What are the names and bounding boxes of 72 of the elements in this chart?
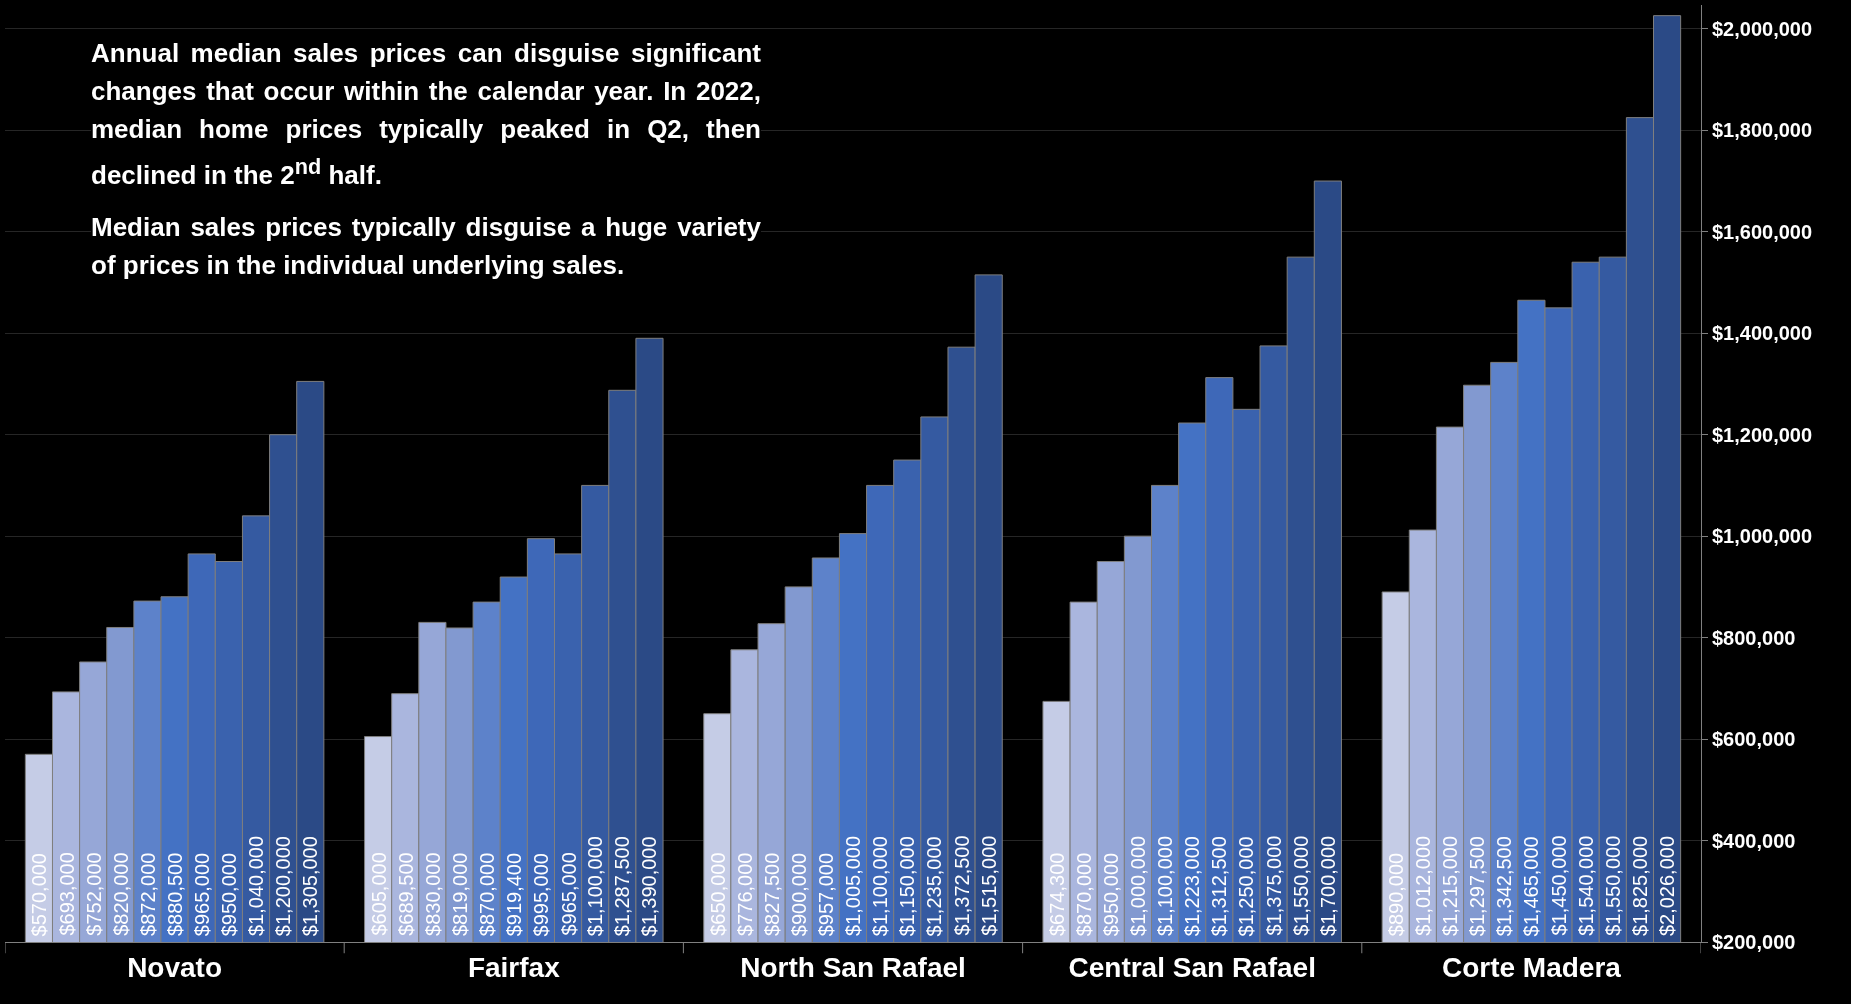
data-label: $1,305,000 (299, 836, 322, 937)
data-label: $1,825,000 (1628, 835, 1651, 936)
data-label: $752,000 (82, 852, 105, 936)
data-label: $1,390,000 (638, 836, 661, 937)
data-label: $1,235,000 (923, 836, 946, 937)
data-label: $1,375,000 (1262, 835, 1285, 936)
data-label: $827,500 (761, 852, 784, 937)
x-tick-label: Corte Madera (1441, 951, 1622, 983)
data-label: $1,372,500 (950, 835, 973, 936)
data-label: $890,000 (1385, 852, 1408, 937)
data-label: $570,000 (28, 853, 51, 937)
y-tick-label: $200,000 (1712, 931, 1796, 953)
data-label: $830,000 (421, 852, 444, 936)
data-label: $919,400 (503, 852, 526, 937)
data-label: $965,000 (191, 852, 214, 937)
data-label: $1,100,000 (1154, 835, 1177, 937)
y-tick-label: $400,000 (1712, 829, 1796, 852)
data-label: $1,465,000 (1520, 836, 1543, 937)
y-tick-label: $600,000 (1712, 728, 1796, 751)
data-label: $1,040,000 (245, 835, 268, 937)
data-label: $1,342,500 (1493, 836, 1516, 937)
data-label: $1,550,000 (1289, 835, 1312, 936)
y-tick-label: $1,600,000 (1712, 220, 1813, 243)
data-label: $1,000,000 (1126, 835, 1149, 936)
data-label: $674,300 (1046, 852, 1069, 937)
data-label: $965,000 (557, 852, 580, 936)
data-label: $1,515,000 (977, 835, 1000, 936)
data-label: $995,000 (530, 853, 553, 937)
x-tick-label: Novato (127, 951, 223, 983)
data-label: $1,287,500 (611, 836, 634, 937)
data-label: $650,000 (706, 852, 729, 936)
x-tick-label: Central San Rafael (1068, 951, 1316, 983)
y-tick-label: $1,800,000 (1712, 119, 1813, 142)
data-label: $1,550,000 (1601, 835, 1624, 936)
data-label: $693,000 (55, 852, 78, 936)
data-label: $820,000 (109, 852, 132, 936)
data-label: $1,297,500 (1466, 836, 1489, 937)
data-label: $776,000 (733, 852, 756, 936)
data-label: $1,540,000 (1574, 835, 1597, 936)
data-label: $870,000 (476, 852, 499, 937)
data-label: $1,450,000 (1547, 835, 1570, 936)
y-tick-label: $2,000,000 (1712, 17, 1813, 40)
data-label: $870,000 (1073, 852, 1096, 937)
data-label: $880,500 (164, 852, 187, 937)
y-tick-label: $1,400,000 (1712, 322, 1813, 345)
data-label: $605,000 (367, 852, 390, 936)
data-label: $689,500 (394, 852, 417, 936)
data-label: $950,000 (218, 852, 241, 937)
data-label: $1,100,000 (584, 836, 607, 937)
data-label: $1,250,000 (1235, 836, 1258, 937)
data-label: $950,000 (1100, 852, 1123, 937)
data-label: $1,150,000 (896, 836, 919, 937)
data-label: $900,000 (788, 852, 811, 937)
data-label: $872,000 (136, 852, 159, 936)
data-label: $1,312,500 (1208, 836, 1231, 937)
data-label: $1,700,000 (1316, 835, 1339, 936)
annotation: Annual median sales prices can disguise significant changes that occur within the calendar year. In 2022, median home prices typically peaked in Q2, then declined in the 2$^{nd}$ half. (91, 37, 761, 192)
data-label: $1,215,000 (1438, 835, 1461, 936)
x-tick-label: North San Rafael (740, 951, 966, 983)
data-label: $819,000 (449, 852, 472, 937)
annotation: Median sales prices typically disguise a huge variety of prices in the individual underlying sales. (91, 210, 761, 282)
data-label: $1,223,000 (1181, 836, 1204, 937)
data-label: $1,012,000 (1411, 835, 1434, 936)
data-label: $1,100,000 (869, 836, 892, 937)
data-label: $957,000 (815, 852, 838, 937)
data-label: $1,200,000 (272, 836, 295, 937)
y-tick-label: $1,000,000 (1712, 525, 1813, 548)
data-label: $1,005,000 (842, 835, 864, 936)
data-label: $2,026,000 (1656, 835, 1679, 937)
y-tick-label: $1,200,000 (1712, 423, 1813, 446)
y-tick-label: $800,000 (1712, 626, 1796, 649)
x-tick-label: Fairfax (467, 951, 561, 983)
